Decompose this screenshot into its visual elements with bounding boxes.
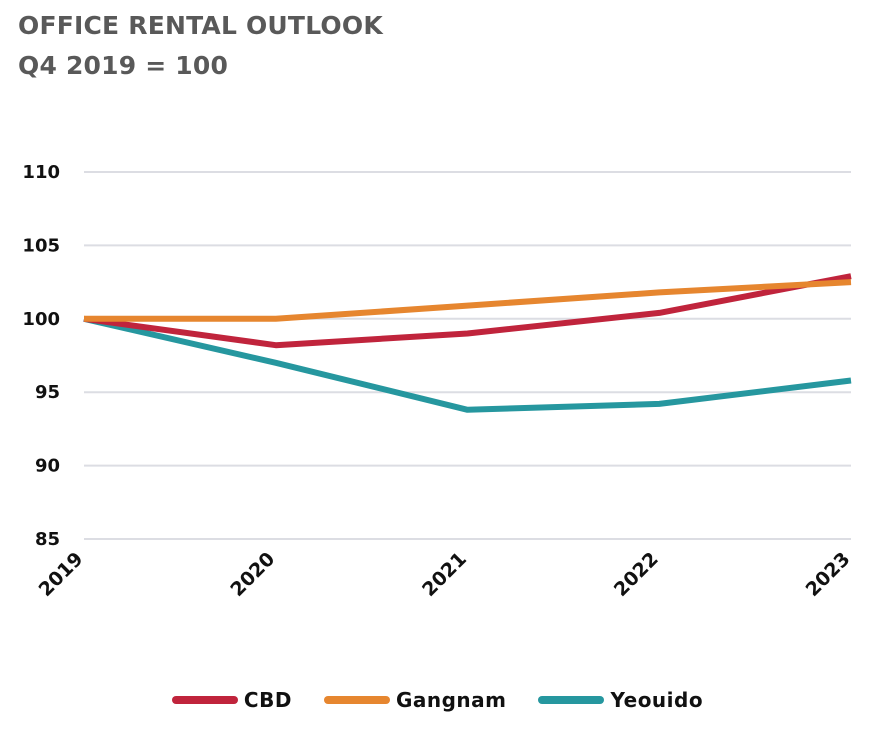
legend-swatch-yeouido bbox=[538, 696, 605, 704]
x-tick-label: 2019 bbox=[35, 548, 88, 601]
y-tick-label: 110 bbox=[22, 162, 60, 183]
legend-item-gangnam: Gangnam bbox=[323, 688, 507, 712]
legend-swatch-gangnam bbox=[323, 696, 390, 704]
legend: CBD Gangnam Yeouido bbox=[0, 688, 875, 712]
gridlines bbox=[84, 171, 851, 540]
legend-label-cbd: CBD bbox=[243, 688, 292, 712]
y-tick-label: 85 bbox=[35, 529, 60, 550]
series-lines bbox=[83, 273, 852, 413]
y-tick-label: 105 bbox=[22, 235, 60, 256]
legend-item-cbd: CBD bbox=[171, 688, 292, 712]
series-line-yeouido bbox=[83, 315, 852, 413]
x-tick-label: 2022 bbox=[610, 548, 663, 601]
x-tick-label: 2023 bbox=[802, 548, 855, 601]
x-tick-label: 2021 bbox=[418, 548, 471, 601]
legend-label-yeouido: Yeouido bbox=[610, 688, 704, 712]
y-tick-label: 95 bbox=[35, 382, 60, 403]
chart-subtitle: Q4 2019 = 100 bbox=[18, 51, 229, 80]
y-tick-label: 90 bbox=[35, 456, 60, 477]
legend-item-yeouido: Yeouido bbox=[538, 688, 703, 712]
y-tick-label: 100 bbox=[22, 309, 60, 330]
legend-label-gangnam: Gangnam bbox=[395, 688, 507, 712]
x-tick-label: 2020 bbox=[226, 548, 279, 601]
y-axis-ticks: 110 105 100 95 90 85 bbox=[22, 162, 60, 550]
series-line-gangnam bbox=[84, 279, 852, 322]
series-line-cbd bbox=[83, 273, 852, 349]
title-block: OFFICE RENTAL OUTLOOK Q4 2019 = 100 bbox=[18, 6, 383, 86]
x-axis-ticks: 2019 2020 2021 2022 2023 bbox=[35, 548, 855, 601]
legend-swatch-cbd bbox=[171, 696, 238, 704]
chart-title: OFFICE RENTAL OUTLOOK bbox=[18, 11, 383, 40]
